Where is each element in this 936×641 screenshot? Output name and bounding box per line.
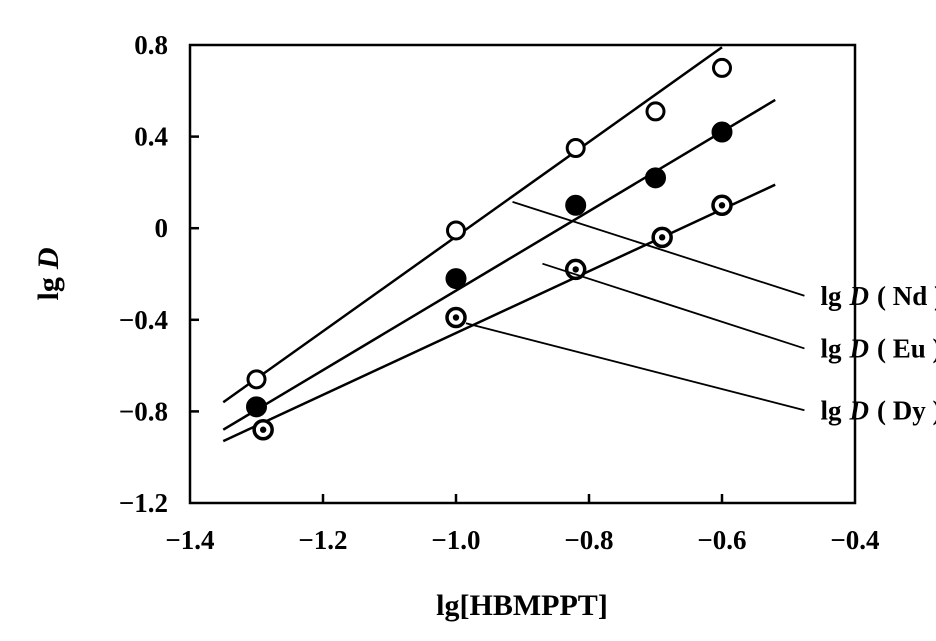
y-tick-label: 0.4 xyxy=(134,122,168,152)
x-tick-label: −0.6 xyxy=(697,525,746,555)
data-point xyxy=(246,369,267,390)
data-point xyxy=(252,418,274,441)
series-label-leaders xyxy=(465,201,805,412)
data-point xyxy=(645,101,666,122)
y-axis-title-prefix: lg xyxy=(32,277,65,300)
y-tick-label: −0.8 xyxy=(119,396,168,426)
data-markers xyxy=(246,57,733,441)
data-point xyxy=(446,220,466,241)
x-axis-title: lg[HBMPPT] xyxy=(436,589,608,622)
fit-lines xyxy=(222,46,776,443)
series-label-leader xyxy=(512,201,805,297)
x-tick-label: −1.4 xyxy=(165,525,214,555)
y-tick-label: −0.4 xyxy=(119,305,168,335)
series-fit-line xyxy=(222,98,776,431)
series-label-prefix: lg xyxy=(820,333,842,363)
data-point xyxy=(565,138,586,159)
data-point xyxy=(645,167,666,189)
series-label-prefix: lg xyxy=(820,395,842,425)
data-point xyxy=(712,57,732,78)
series-label-variable: D xyxy=(848,281,869,311)
series-label-element: ( Dy ) xyxy=(877,395,936,425)
series-fit-line xyxy=(222,183,776,443)
plot-frame xyxy=(188,43,857,505)
series-label-leader xyxy=(465,322,805,412)
series-label-variable: D xyxy=(848,395,869,425)
y-axis-ticks: 0.8 0.4 0 −0.4 −0.8 −1.2 xyxy=(119,30,199,518)
data-point xyxy=(445,306,467,329)
series-label: lgD ( Nd ) xyxy=(820,281,936,311)
series-label: lg D ( Dy ) xyxy=(820,395,936,425)
x-axis-ticks: −1.4 −1.2 −1.0 −0.8 −0.6 −0.4 xyxy=(165,494,880,555)
y-axis-title-variable: D xyxy=(32,247,65,270)
data-point xyxy=(711,121,733,143)
y-axis-title: lg D xyxy=(32,247,65,300)
series-label: lg D ( Eu ) xyxy=(820,333,936,363)
data-point xyxy=(651,226,673,249)
x-tick-label: −1.0 xyxy=(431,525,480,555)
x-tick-label: −0.4 xyxy=(830,525,879,555)
y-tick-label: 0.8 xyxy=(134,30,168,60)
x-tick-label: −0.8 xyxy=(564,525,613,555)
series-label-leader xyxy=(542,262,805,350)
y-tick-label: −1.2 xyxy=(119,488,168,518)
data-point xyxy=(565,194,587,216)
y-tick-label: 0 xyxy=(155,213,169,243)
series-label-variable: D xyxy=(848,333,869,363)
data-point xyxy=(445,268,467,290)
data-point xyxy=(711,194,733,217)
series-label-element: ( Eu ) xyxy=(877,333,936,363)
series-labels: lgD( Nd )lgD( Eu )lgD( Dy ) xyxy=(820,281,936,426)
data-point xyxy=(246,396,267,418)
x-tick-label: −1.2 xyxy=(298,525,347,555)
series-label-prefix: lg xyxy=(820,281,842,311)
series-fit-line xyxy=(222,46,723,404)
series-label-element: ( Nd ) xyxy=(877,281,936,311)
